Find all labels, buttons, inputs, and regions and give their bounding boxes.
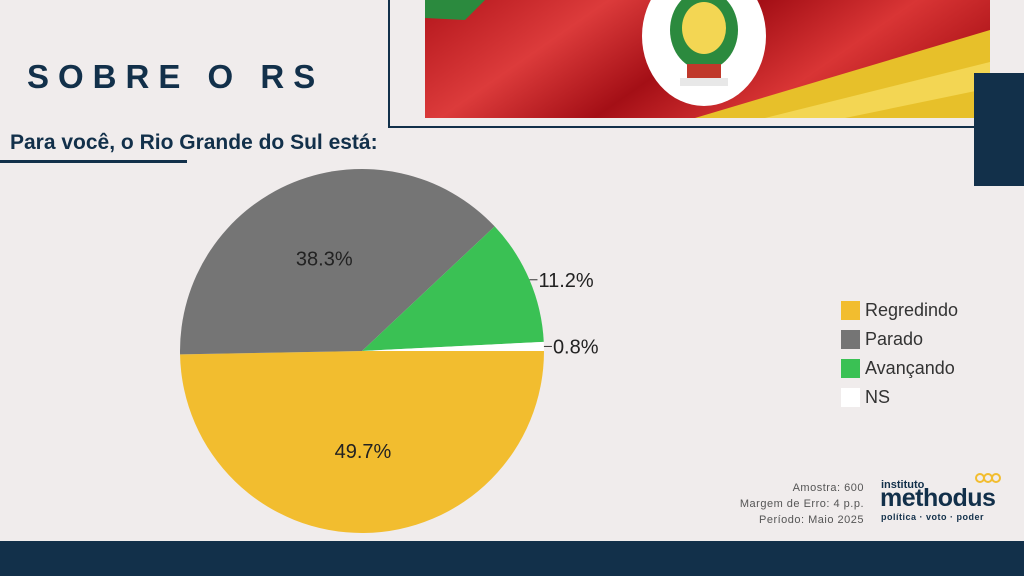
page-title: SOBRE O RS xyxy=(27,58,325,95)
legend-item-ns: NS xyxy=(841,383,958,412)
pie-slice-parado xyxy=(180,169,495,355)
legend: Regredindo Parado Avançando NS xyxy=(841,296,958,412)
logo-small-text: instituto xyxy=(881,479,925,491)
question-underline xyxy=(0,160,187,163)
legend-swatch xyxy=(841,330,860,349)
pie-data-label: 0.8% xyxy=(553,336,599,358)
rs-flag-image xyxy=(425,0,990,118)
pie-data-label: 49.7% xyxy=(335,441,392,463)
logo-infinity-icon xyxy=(975,473,1001,483)
error-margin: Margem de Erro: 4 p.p. xyxy=(739,498,864,510)
pie-slice-ns xyxy=(362,341,544,351)
navy-accent-block xyxy=(974,73,1024,186)
flag-frame xyxy=(388,0,992,128)
pie-slice-avançando xyxy=(362,226,544,351)
survey-period: Período: Maio 2025 xyxy=(758,514,864,526)
pie-slice-regredindo xyxy=(180,351,544,534)
legend-swatch xyxy=(841,359,860,378)
logo-tagline: política · voto · poder xyxy=(881,512,984,522)
legend-swatch xyxy=(841,388,860,407)
question-text: Para você, o Rio Grande do Sul está: xyxy=(10,131,378,154)
pie-data-label: 38.3% xyxy=(296,248,353,270)
legend-label: Avançando xyxy=(865,358,955,378)
logo-main-text: methodus xyxy=(880,484,996,512)
legend-label: Parado xyxy=(865,329,924,349)
legend-swatch xyxy=(841,301,860,320)
legend-item-parado: Parado xyxy=(841,325,958,354)
sample-size: Amostra: 600 xyxy=(792,482,864,494)
legend-item-avancando: Avançando xyxy=(841,354,958,383)
footer-bar xyxy=(0,541,1024,576)
survey-metadata: Amostra: 600 Margem de Erro: 4 p.p. Perí… xyxy=(740,480,864,528)
legend-label: Regredindo xyxy=(865,300,959,320)
pie-data-label: 11.2% xyxy=(538,270,593,292)
methodus-logo: instituto methodus política · voto · pod… xyxy=(880,472,1006,524)
legend-item-regredindo: Regredindo xyxy=(841,296,958,325)
legend-label: NS xyxy=(865,387,891,407)
